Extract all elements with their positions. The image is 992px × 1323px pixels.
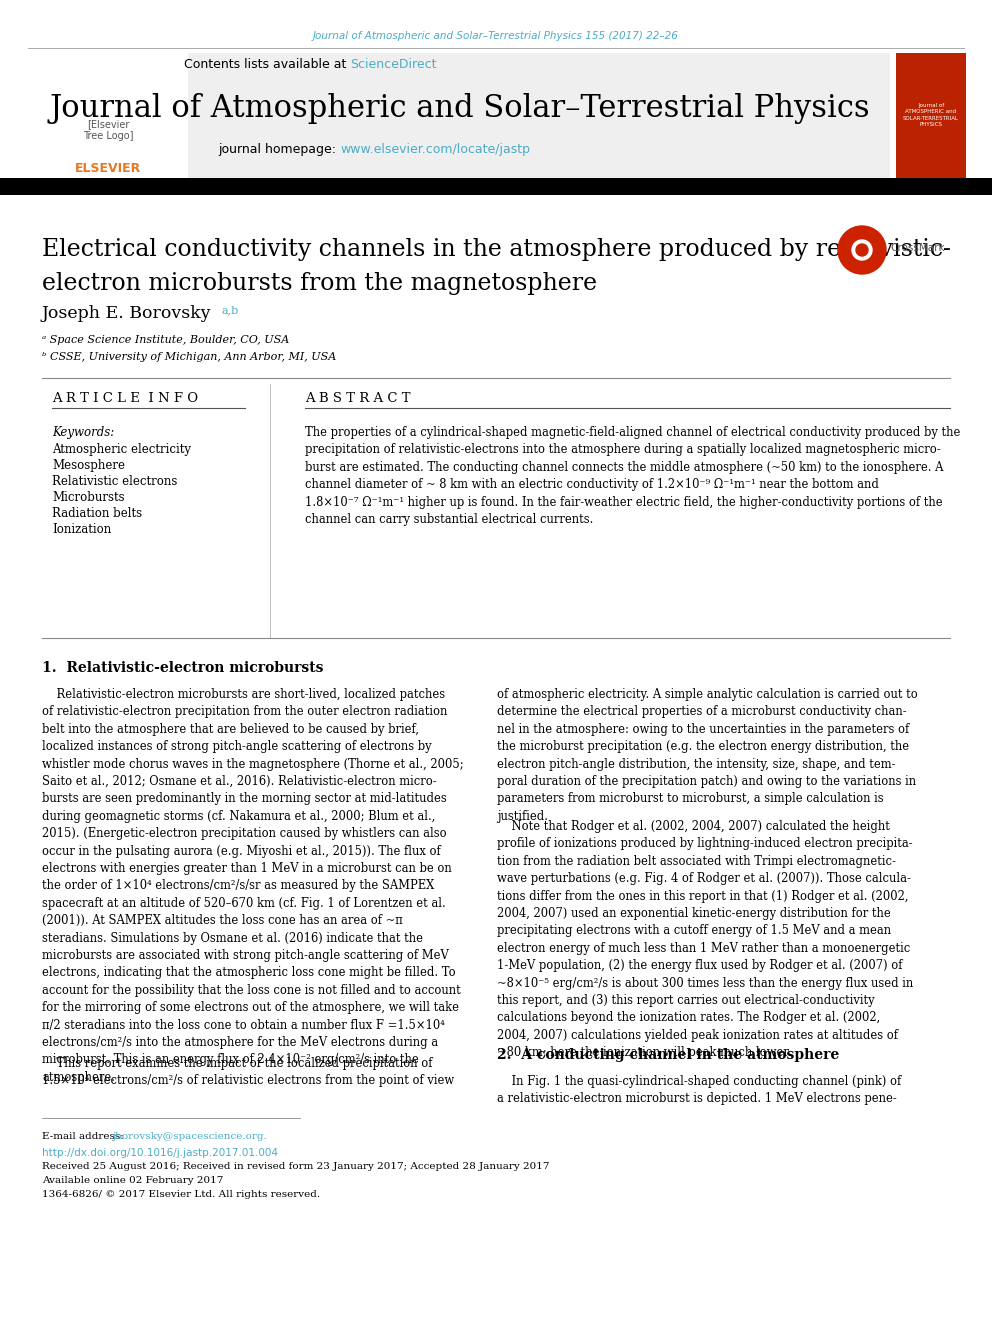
FancyBboxPatch shape <box>28 53 188 179</box>
Text: jborovsky@spacescience.org.: jborovsky@spacescience.org. <box>112 1132 267 1140</box>
Circle shape <box>852 239 872 261</box>
Text: ᵇ CSSE, University of Michigan, Ann Arbor, MI, USA: ᵇ CSSE, University of Michigan, Ann Arbo… <box>42 352 336 363</box>
Text: This report examines the impact of the localized precipitation of
1.5×10⁴ electr: This report examines the impact of the l… <box>42 1057 454 1088</box>
Text: Ionization: Ionization <box>52 523 111 536</box>
Text: 1364-6826/ © 2017 Elsevier Ltd. All rights reserved.: 1364-6826/ © 2017 Elsevier Ltd. All righ… <box>42 1189 320 1199</box>
Text: In Fig. 1 the quasi-cylindrical-shaped conducting channel (pink) of
a relativist: In Fig. 1 the quasi-cylindrical-shaped c… <box>497 1076 902 1106</box>
Text: ᵃ Space Science Institute, Boulder, CO, USA: ᵃ Space Science Institute, Boulder, CO, … <box>42 335 290 345</box>
FancyBboxPatch shape <box>28 53 890 179</box>
Text: E-mail address:: E-mail address: <box>42 1132 127 1140</box>
Text: a,b: a,b <box>222 306 239 315</box>
Circle shape <box>856 243 868 255</box>
Text: Note that Rodger et al. (2002, 2004, 2007) calculated the height
profile of ioni: Note that Rodger et al. (2002, 2004, 200… <box>497 820 914 1060</box>
Text: Contents lists available at: Contents lists available at <box>184 57 350 70</box>
Text: A B S T R A C T: A B S T R A C T <box>305 392 411 405</box>
FancyBboxPatch shape <box>0 179 992 194</box>
Text: ELSEVIER: ELSEVIER <box>74 161 141 175</box>
Text: Journal of Atmospheric and Solar–Terrestrial Physics 155 (2017) 22–26: Journal of Atmospheric and Solar–Terrest… <box>313 30 679 41</box>
Text: Radiation belts: Radiation belts <box>52 507 142 520</box>
Text: Keywords:: Keywords: <box>52 426 114 439</box>
Text: The properties of a cylindrical-shaped magnetic-field-aligned channel of electri: The properties of a cylindrical-shaped m… <box>305 426 960 527</box>
Text: A R T I C L E  I N F O: A R T I C L E I N F O <box>52 392 198 405</box>
Text: CrossMark: CrossMark <box>890 243 944 253</box>
Text: [Elsevier
Tree Logo]: [Elsevier Tree Logo] <box>82 119 133 140</box>
Text: Atmospheric electricity: Atmospheric electricity <box>52 443 191 456</box>
Text: Received 25 August 2016; Received in revised form 23 January 2017; Accepted 28 J: Received 25 August 2016; Received in rev… <box>42 1162 550 1171</box>
Text: Mesosphere: Mesosphere <box>52 459 125 472</box>
Text: Journal of Atmospheric and Solar–Terrestrial Physics: Journal of Atmospheric and Solar–Terrest… <box>50 93 870 123</box>
Text: Journal of
ATMOSPHERIC and
SOLAR-TERRESTRIAL
PHYSICS: Journal of ATMOSPHERIC and SOLAR-TERREST… <box>903 103 959 127</box>
Text: Electrical conductivity channels in the atmosphere produced by relativistic-
ele: Electrical conductivity channels in the … <box>42 238 951 295</box>
Text: 2.  A conducting channel in the atmosphere: 2. A conducting channel in the atmospher… <box>497 1048 839 1062</box>
Text: Relativistic electrons: Relativistic electrons <box>52 475 178 488</box>
Text: www.elsevier.com/locate/jastp: www.elsevier.com/locate/jastp <box>340 143 530 156</box>
Text: Microbursts: Microbursts <box>52 491 125 504</box>
Text: journal homepage:: journal homepage: <box>218 143 340 156</box>
Text: Relativistic-electron microbursts are short-lived, localized patches
of relativi: Relativistic-electron microbursts are sh… <box>42 688 463 1084</box>
Text: Available online 02 February 2017: Available online 02 February 2017 <box>42 1176 223 1185</box>
Text: ScienceDirect: ScienceDirect <box>350 57 436 70</box>
Circle shape <box>838 226 886 274</box>
Text: 1.  Relativistic-electron microbursts: 1. Relativistic-electron microbursts <box>42 662 323 675</box>
Text: Joseph E. Borovsky: Joseph E. Borovsky <box>42 304 211 321</box>
Text: of atmospheric electricity. A simple analytic calculation is carried out to
dete: of atmospheric electricity. A simple ana… <box>497 688 918 823</box>
Text: http://dx.doi.org/10.1016/j.jastp.2017.01.004: http://dx.doi.org/10.1016/j.jastp.2017.0… <box>42 1148 278 1158</box>
FancyBboxPatch shape <box>896 53 966 179</box>
